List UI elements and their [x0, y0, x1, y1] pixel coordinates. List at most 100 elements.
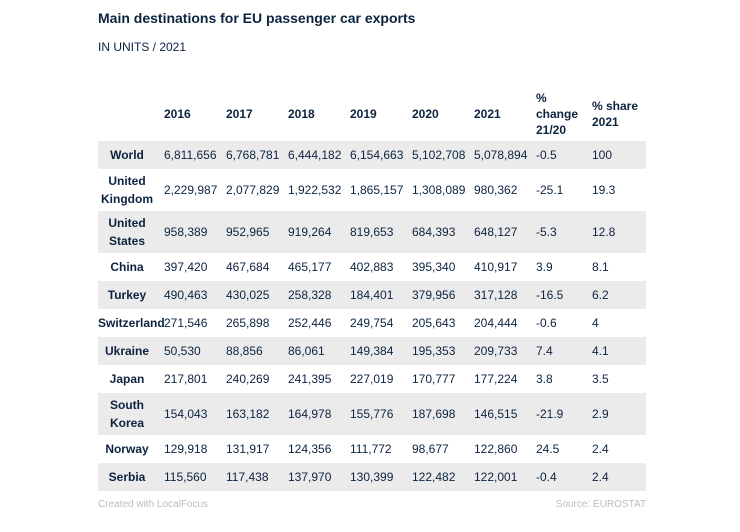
- header-cell-2018: 2018: [288, 106, 315, 121]
- country-cell: Switzerland: [98, 316, 165, 330]
- value-change-cell: 7.4: [528, 337, 584, 365]
- value-2017-cell: 2,077,829: [226, 183, 280, 197]
- value-2021-cell: 317,128: [466, 281, 528, 309]
- value-2020-cell: 379,956: [404, 281, 466, 309]
- value-2018-cell: 6,444,182: [280, 141, 342, 169]
- exports-table: 2016 2017 2018 2019 2020 2021 % change 2…: [98, 86, 646, 491]
- table-row: Turkey 490,463 430,025 258,328 184,401 379,95…: [98, 281, 646, 309]
- chart-subtitle: IN UNITS / 2021: [98, 40, 187, 54]
- table-row: Serbia 115,560 117,438 137,970 130,399 122,48…: [98, 463, 646, 491]
- table-row: United Kingdom 2,229,987 2,077,829 1,922,53…: [98, 169, 646, 211]
- table-row: China 397,420 467,684 465,177 402,883 395,340…: [98, 253, 646, 281]
- value-change-cell: 24.5: [536, 442, 560, 456]
- value-change-cell: 3.8: [536, 372, 553, 386]
- header-cell-change: % change 21/20: [536, 90, 579, 137]
- value-2018-cell: 258,328: [280, 281, 342, 309]
- value-2019-cell: 184,401: [342, 281, 404, 309]
- value-2016-cell: 217,801: [164, 372, 208, 386]
- value-2020-cell: 205,643: [412, 316, 456, 330]
- value-2021-cell: 177,224: [474, 372, 518, 386]
- value-2021-cell: 410,917: [474, 260, 518, 274]
- value-share-cell: 4.1: [584, 337, 646, 365]
- value-share-cell: 100: [584, 141, 646, 169]
- value-2018-cell: 137,970: [280, 463, 342, 491]
- value-2017-cell: 265,898: [226, 316, 270, 330]
- country-cell: Norway: [105, 442, 149, 456]
- value-2021-cell: 209,733: [466, 337, 528, 365]
- value-2016-cell: 50,530: [156, 337, 218, 365]
- source-label: Source: EUROSTAT: [555, 499, 646, 510]
- table-row: Norway 129,918 131,917 124,356 111,772 98,677…: [98, 435, 646, 463]
- value-share-cell: 19.3: [592, 183, 616, 197]
- value-2019-cell: 155,776: [342, 393, 404, 435]
- value-change-cell: -16.5: [528, 281, 584, 309]
- value-share-cell: 3.5: [592, 372, 609, 386]
- header-row: 2016 2017 2018 2019 2020 2021 % change 2…: [98, 86, 646, 141]
- value-2018-cell: 86,061: [280, 337, 342, 365]
- country-cell: United States: [98, 211, 156, 253]
- header-cell-2019: 2019: [350, 106, 377, 121]
- country-cell: World: [98, 141, 156, 169]
- value-2016-cell: 154,043: [156, 393, 218, 435]
- table-row: United States 958,389 952,965 919,264 819,65…: [98, 211, 646, 253]
- value-2016-cell: 129,918: [164, 442, 208, 456]
- value-2016-cell: 490,463: [156, 281, 218, 309]
- country-cell: South Korea: [98, 393, 156, 435]
- value-2016-cell: 271,546: [164, 316, 208, 330]
- value-2019-cell: 111,772: [350, 442, 392, 456]
- value-2019-cell: 227,019: [350, 372, 394, 386]
- value-share-cell: 12.8: [584, 211, 646, 253]
- value-2016-cell: 397,420: [164, 260, 208, 274]
- value-2018-cell: 252,446: [288, 316, 332, 330]
- created-with-label: Created with LocalFocus: [98, 499, 209, 510]
- value-2020-cell: 187,698: [404, 393, 466, 435]
- value-change-cell: -5.3: [528, 211, 584, 253]
- country-cell: China: [110, 260, 144, 274]
- value-2021-cell: 122,860: [474, 442, 518, 456]
- value-share-cell: 2.4: [592, 442, 609, 456]
- value-2017-cell: 163,182: [218, 393, 280, 435]
- table-row: Ukraine 50,530 88,856 86,061 149,384 195,353 2…: [98, 337, 646, 365]
- value-2016-cell: 958,389: [156, 211, 218, 253]
- value-2018-cell: 1,922,532: [288, 183, 342, 197]
- value-2018-cell: 124,356: [288, 442, 332, 456]
- value-2017-cell: 6,768,781: [218, 141, 280, 169]
- header-cell-2016: 2016: [164, 106, 191, 121]
- value-2019-cell: 402,883: [350, 260, 394, 274]
- value-2018-cell: 919,264: [280, 211, 342, 253]
- value-2020-cell: 98,677: [412, 442, 449, 456]
- value-2020-cell: 170,777: [412, 372, 456, 386]
- value-2019-cell: 149,384: [342, 337, 404, 365]
- value-2021-cell: 146,515: [466, 393, 528, 435]
- header-cell-2017: 2017: [226, 106, 253, 121]
- value-change-cell: -21.9: [528, 393, 584, 435]
- value-share-cell: 4: [592, 316, 599, 330]
- country-cell: Serbia: [98, 463, 156, 491]
- value-2017-cell: 117,438: [218, 463, 280, 491]
- value-change-cell: 3.9: [536, 260, 553, 274]
- value-2021-cell: 204,444: [474, 316, 518, 330]
- header-cell-share: % share 2021: [592, 98, 639, 129]
- value-2018-cell: 241,395: [288, 372, 332, 386]
- value-2016-cell: 6,811,656: [156, 141, 218, 169]
- value-share-cell: 2.9: [584, 393, 646, 435]
- header-cell-2020: 2020: [412, 106, 439, 121]
- value-2021-cell: 5,078,894: [466, 141, 528, 169]
- value-2018-cell: 164,978: [280, 393, 342, 435]
- value-change-cell: -25.1: [536, 183, 564, 197]
- value-2017-cell: 430,025: [218, 281, 280, 309]
- value-2019-cell: 819,653: [342, 211, 404, 253]
- country-cell: Japan: [109, 372, 145, 386]
- value-share-cell: 2.4: [584, 463, 646, 491]
- value-2016-cell: 2,229,987: [164, 183, 218, 197]
- country-cell: Ukraine: [98, 337, 156, 365]
- value-change-cell: -0.6: [536, 316, 557, 330]
- value-2021-cell: 648,127: [466, 211, 528, 253]
- table-row: South Korea 154,043 163,182 164,978 155,776 1…: [98, 393, 646, 435]
- value-2017-cell: 240,269: [226, 372, 270, 386]
- country-cell: United Kingdom: [101, 174, 153, 206]
- value-2019-cell: 249,754: [350, 316, 394, 330]
- header-cell-2021: 2021: [474, 106, 501, 121]
- country-cell: Turkey: [98, 281, 156, 309]
- table-row: Switzerland 271,546 265,898 252,446 249,754 2…: [98, 309, 646, 337]
